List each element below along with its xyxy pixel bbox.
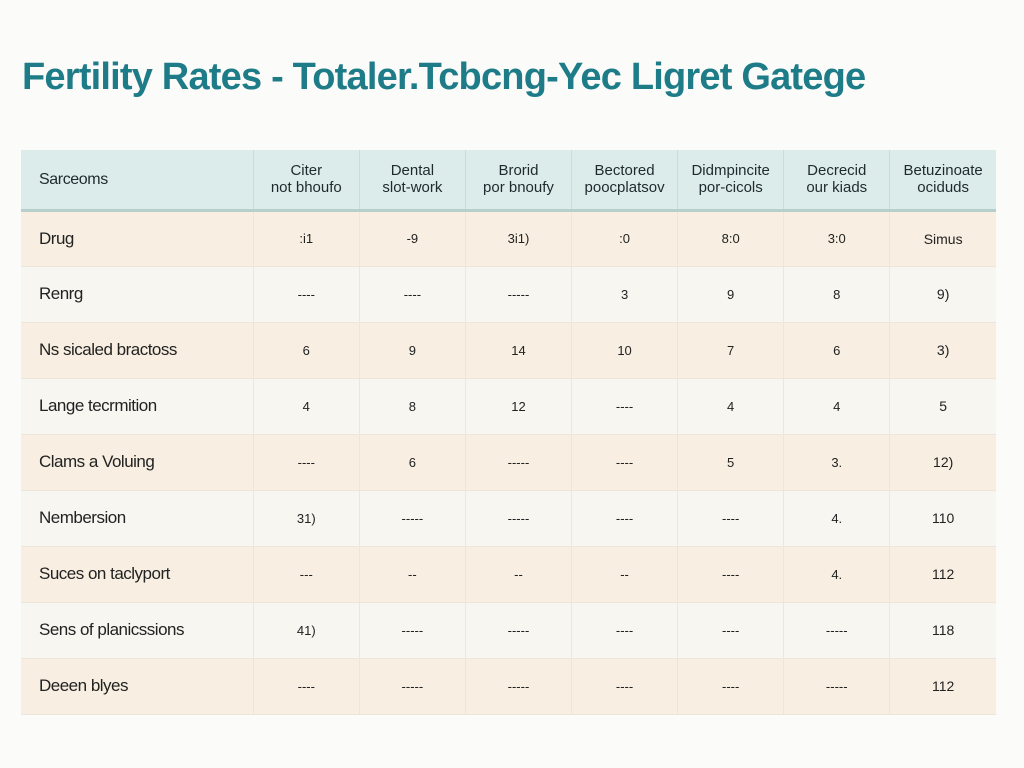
table-cell: ----: [571, 658, 678, 715]
table-cell: 31): [252, 490, 360, 547]
table-cell: 7: [677, 322, 784, 379]
table-header: Sarceoms Citer not bhoufo Dental slot-work…: [21, 150, 996, 212]
table-cell: --: [571, 546, 678, 603]
table-cell: ----: [677, 490, 784, 547]
table-cell: -----: [358, 602, 466, 659]
header-cell-1: Citer not bhoufo: [252, 150, 360, 212]
table-row: Lange tecrmition 4 8 12 ---- 4 4 5: [21, 378, 996, 435]
table-cell: 8: [783, 266, 890, 323]
row-label-cell: Renrg: [21, 266, 254, 323]
header-cell-4: Bectored poocplatsov: [571, 150, 678, 212]
table-cell: 3): [889, 322, 996, 379]
table-cell: ----: [677, 602, 784, 659]
table-cell: ----: [571, 434, 678, 491]
row-label-cell: Suces on taclyport: [21, 546, 254, 603]
table-cell: ----: [677, 658, 784, 715]
table-cell: Simus: [889, 210, 996, 267]
table-cell: -----: [464, 490, 572, 547]
table-cell: 9): [889, 266, 996, 323]
table-cell: ----: [571, 378, 678, 435]
table-row: Deeen blyes ---- ----- ----- ---- ---- ----- 11…: [21, 658, 996, 715]
table-cell: ---: [252, 546, 360, 603]
table-cell: -----: [783, 658, 890, 715]
data-table: Sarceoms Citer not bhoufo Dental slot-work…: [21, 150, 996, 715]
row-label-cell: Clams a Voluing: [21, 434, 254, 491]
table-cell: 41): [252, 602, 360, 659]
table-cell: -----: [464, 602, 572, 659]
table-cell: 3:0: [783, 210, 890, 267]
table-cell: 112: [889, 546, 996, 603]
table-cell: 4.: [783, 490, 890, 547]
header-cell-6: Decrecid our kiads: [783, 150, 890, 212]
row-label-cell: Drug: [21, 210, 254, 267]
header-cell-3: Brorid por bnoufy: [464, 150, 572, 212]
table-cell: 118: [889, 602, 996, 659]
row-label-cell: Lange tecrmition: [21, 378, 254, 435]
table-cell: --: [358, 546, 466, 603]
table-cell: 3: [571, 266, 678, 323]
table-cell: ----: [358, 266, 466, 323]
table-cell: 3.: [783, 434, 890, 491]
table-cell: 4.: [783, 546, 890, 603]
table-cell: :i1: [252, 210, 360, 267]
table-cell: 10: [571, 322, 678, 379]
table-cell: 12): [889, 434, 996, 491]
table-row: Suces on taclyport --- -- -- -- ---- 4. 112: [21, 546, 996, 603]
chart-title: Fertility Rates - Totaler.Tcbcng-Yec Lig…: [22, 56, 866, 98]
table-row: Ns sicaled bractoss 6 9 14 10 7 6 3): [21, 322, 996, 379]
table-row: Clams a Voluing ---- 6 ----- ---- 5 3. 12): [21, 434, 996, 491]
row-label-cell: Sens of planicssions: [21, 602, 254, 659]
table-row: Renrg ---- ---- ----- 3 9 8 9): [21, 266, 996, 323]
table-cell: 12: [464, 378, 572, 435]
table-cell: 4: [252, 378, 360, 435]
header-row: Sarceoms Citer not bhoufo Dental slot-work…: [21, 150, 996, 212]
table-row: Sens of planicssions 41) ----- ----- ---- ---…: [21, 602, 996, 659]
table-cell: -----: [464, 434, 572, 491]
table-cell: 110: [889, 490, 996, 547]
table-cell: 9: [677, 266, 784, 323]
table-cell: -----: [464, 658, 572, 715]
table-cell: 4: [783, 378, 890, 435]
table-cell: --: [464, 546, 572, 603]
table-cell: 6: [783, 322, 890, 379]
table-cell: 4: [677, 378, 784, 435]
table-cell: -----: [358, 490, 466, 547]
data-table-container: Sarceoms Citer not bhoufo Dental slot-work…: [21, 150, 996, 715]
table-cell: 3i1): [464, 210, 572, 267]
table-cell: -----: [783, 602, 890, 659]
table-cell: 6: [252, 322, 360, 379]
header-cell-2: Dental slot-work: [358, 150, 466, 212]
table-cell: ----: [252, 658, 360, 715]
table-cell: ----: [252, 434, 360, 491]
row-label-cell: Deeen blyes: [21, 658, 254, 715]
table-cell: ----: [571, 602, 678, 659]
table-cell: 5: [889, 378, 996, 435]
table-cell: ----: [677, 546, 784, 603]
table-cell: ----: [571, 490, 678, 547]
header-cell-5: Didmpincite por-cicols: [677, 150, 784, 212]
table-cell: 9: [358, 322, 466, 379]
table-cell: 14: [464, 322, 572, 379]
table-cell: -----: [358, 658, 466, 715]
table-body: Drug:i1 -9 3i1):0 8:0 3:0 Simus Renrg ---- ---- -…: [21, 210, 996, 715]
row-label-cell: Nembersion: [21, 490, 254, 547]
table-cell: -9: [358, 210, 466, 267]
header-cell-7: Betuzinoate ociduds: [889, 150, 996, 212]
table-row: Drug:i1 -9 3i1):0 8:0 3:0 Simus: [21, 210, 996, 267]
table-cell: :0: [571, 210, 678, 267]
row-label-cell: Ns sicaled bractoss: [21, 322, 254, 379]
header-cell-row-label: Sarceoms: [21, 150, 254, 212]
table-cell: 8: [358, 378, 466, 435]
table-row: Nembersion 31) ----- ----- ---- ---- 4. 110: [21, 490, 996, 547]
table-cell: 6: [358, 434, 466, 491]
table-cell: 112: [889, 658, 996, 715]
table-cell: ----: [252, 266, 360, 323]
table-cell: 8:0: [677, 210, 784, 267]
table-cell: -----: [464, 266, 572, 323]
table-cell: 5: [677, 434, 784, 491]
